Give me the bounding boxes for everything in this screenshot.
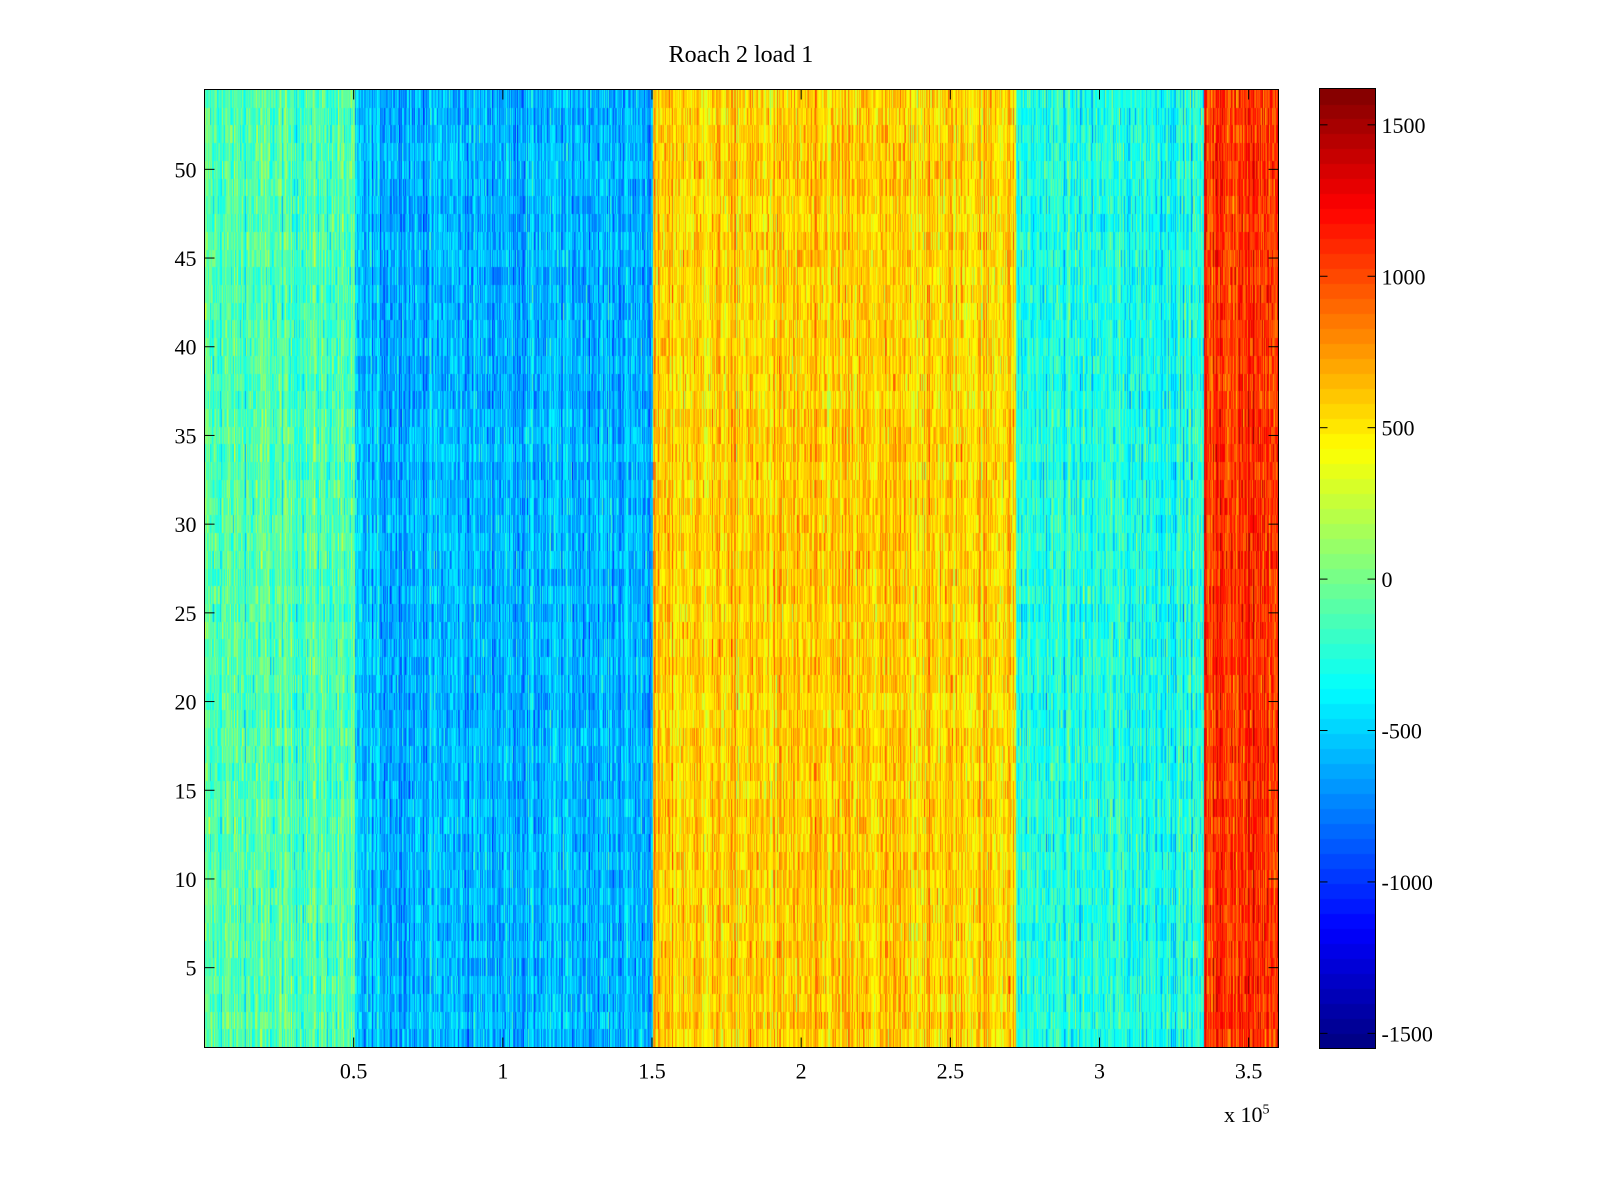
y-tick-label: 30 [175,512,197,537]
colorbar-tick-label: 1500 [1382,113,1426,138]
y-tick-label: 35 [175,423,197,448]
y-tick-label: 50 [175,157,197,182]
y-tick-label: 10 [175,867,197,892]
x-axis-ticks: 0.5 1 1.5 2 2.5 3 3.5 [340,89,1263,1084]
x-tick-label: 1.5 [638,1059,666,1084]
colorbar-tick-label: -1500 [1382,1021,1433,1046]
x-tick-label: 2 [796,1059,807,1084]
y-tick-label: 5 [186,956,197,981]
y-tick-label: 40 [175,335,197,360]
x-axis-multiplier: x 105 [1224,1102,1270,1127]
colorbar-tick-label: -500 [1382,719,1422,744]
plot-frame [204,89,1279,1048]
colorbar-tick-label: 500 [1382,416,1415,441]
colorbar-image [1320,89,1375,1048]
x-tick-label: 0.5 [340,1059,368,1084]
heatmap-image [205,90,1278,1047]
colorbar-frame [1319,88,1376,1049]
y-tick-label: 25 [175,601,197,626]
chart-title: Roach 2 load 1 [668,42,814,68]
y-tick-label: 20 [175,690,197,715]
x-tick-label: 3 [1094,1059,1105,1084]
colorbar-tick-label: -1000 [1382,870,1433,895]
x-tick-label: 3.5 [1235,1059,1263,1084]
colorbar-ticks: 1500 1000 500 0 -500 -1000 -1500 [1319,113,1433,1046]
colorbar-tick-label: 1000 [1382,264,1426,289]
y-tick-label: 45 [175,246,197,271]
colorbar-tick-label: 0 [1382,567,1393,592]
y-tick-label: 15 [175,778,197,803]
y-axis-ticks: 5 10 15 20 25 30 35 40 45 50 [175,157,1279,981]
x-tick-label: 2.5 [937,1059,965,1084]
x-tick-label: 1 [497,1059,508,1084]
